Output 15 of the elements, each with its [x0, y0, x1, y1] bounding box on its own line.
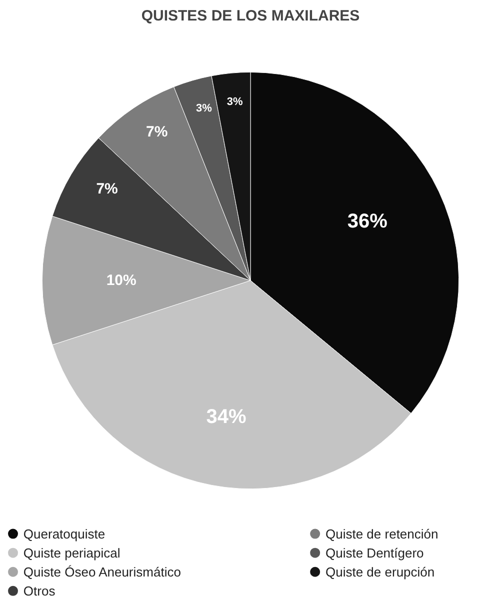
chart-title: QUISTES DE LOS MAXILARES [141, 8, 360, 24]
legend-label: Quiste Dentígero [326, 545, 424, 560]
data-label: 7% [146, 124, 168, 141]
data-label: 3% [196, 102, 212, 114]
data-label: 10% [106, 272, 136, 290]
data-label: 7% [96, 180, 118, 198]
data-label: 3% [226, 96, 243, 108]
legend-label: Quiste periapical [23, 545, 120, 560]
legend-label: Quiste Óseo Aneurismático [23, 564, 181, 580]
legend-label: Otros [23, 583, 56, 598]
data-label: 34% [206, 406, 247, 428]
legend-label: Quiste de erupción [326, 564, 435, 580]
legend-label: Queratoquiste [23, 526, 106, 542]
legend-label: Quiste de retención [326, 526, 438, 542]
data-label: 36% [347, 210, 388, 232]
